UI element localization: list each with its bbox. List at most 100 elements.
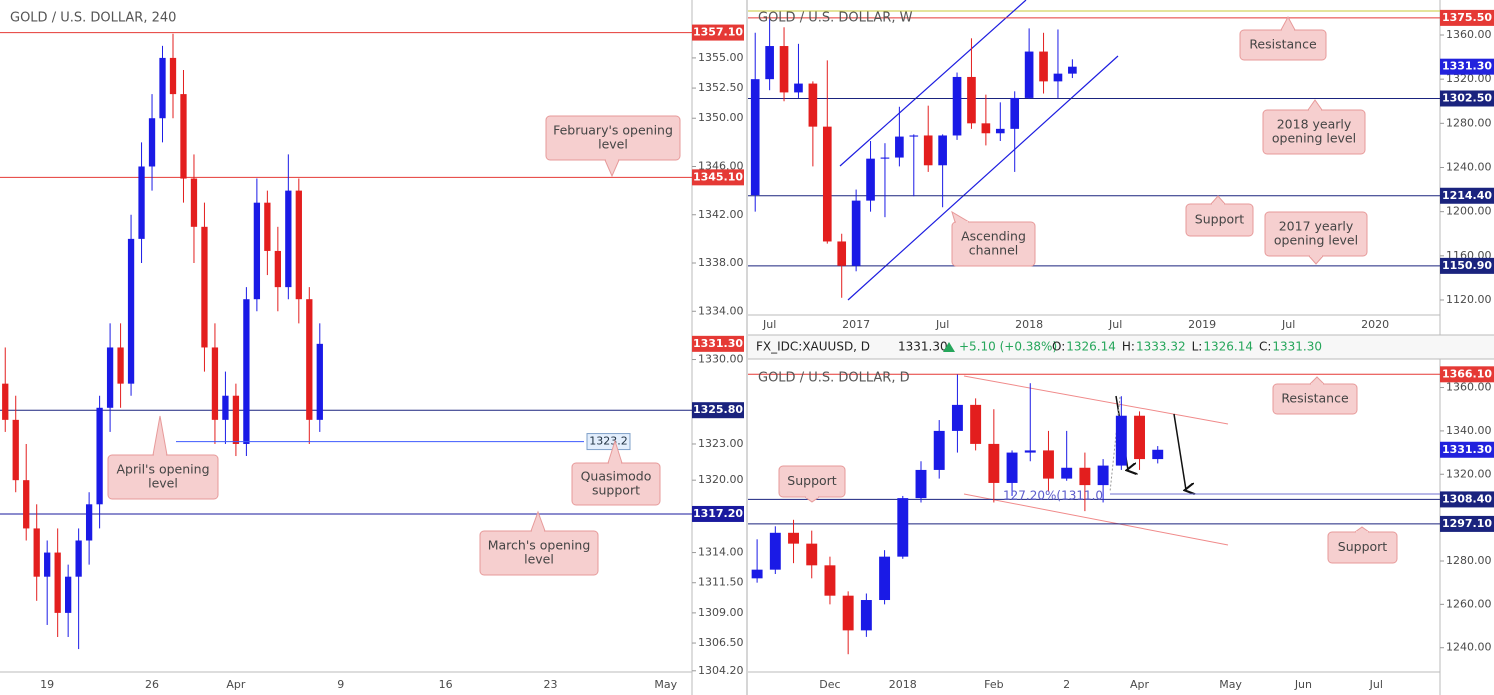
callout-seam [154, 454, 166, 456]
candle-body [806, 543, 818, 566]
y-tick-label: 1280.00 [1446, 116, 1492, 129]
price-label-box [1440, 441, 1494, 458]
candle-body [981, 123, 991, 134]
header-symbol: FX_IDC:XAUUSD, D [756, 340, 870, 354]
y-tick-label: 1340.00 [1446, 424, 1492, 437]
x-tick-label: 2019 [1188, 318, 1216, 331]
candle-body [264, 202, 271, 251]
price-label: 1317.20 [693, 507, 743, 520]
candle-body [880, 157, 890, 159]
price-label-box [1440, 9, 1494, 26]
y-tick-label: 1338.00 [698, 256, 744, 269]
x-tick-label: May [654, 678, 677, 691]
marker-label-box [586, 433, 631, 451]
candle-body [788, 532, 799, 544]
y-tick-label: 1304.20 [698, 664, 744, 677]
candle-body [148, 118, 156, 167]
x-tick-label: Dec [819, 678, 840, 691]
arrow [1173, 413, 1186, 490]
candle-body [938, 135, 947, 166]
x-tick-label: 9 [337, 678, 344, 691]
callout-text: 2017 yearly [1279, 219, 1354, 234]
y-tick-label: 1323.00 [698, 437, 744, 450]
candle-body [967, 76, 976, 124]
y-tick-label: 1350.00 [698, 111, 744, 124]
x-tick-label: Jul [935, 318, 949, 331]
price-label-box [1440, 257, 1494, 274]
candle-body [274, 250, 281, 288]
callout-text: Ascending [961, 229, 1026, 244]
x-tick-label: 23 [543, 678, 557, 691]
channel-line [963, 375, 1229, 425]
y-tick-label: 1355.00 [698, 51, 744, 64]
price-label-box [1440, 366, 1494, 383]
callout-box [951, 221, 1036, 267]
candle-body [769, 532, 781, 570]
callout-text: support [592, 483, 640, 498]
x-tick-label: 16 [439, 678, 453, 691]
candle-body [822, 126, 832, 242]
candle-body [866, 158, 875, 201]
price-label-box [692, 169, 744, 186]
y-tick-label: 1280.00 [1446, 554, 1492, 567]
candle-body [23, 480, 30, 529]
candle-body [306, 299, 313, 420]
candle-body [933, 430, 945, 470]
candle-body [895, 136, 904, 158]
callout-text: Support [1338, 539, 1388, 554]
candle-body [316, 343, 323, 420]
header-ohlc-label: C: [1259, 340, 1271, 354]
candle-body [243, 299, 250, 444]
x-tick-label: 2 [1063, 678, 1070, 691]
header-ohlc-value: 1326.14 [1203, 340, 1253, 354]
candle-body [117, 347, 124, 384]
chart-title: GOLD / U.S. DOLLAR, 240 [10, 11, 176, 26]
callout-seam [532, 530, 544, 532]
callout-text: level [598, 137, 628, 152]
candle-body [897, 498, 909, 557]
y-tick-label: 1120.00 [1446, 293, 1492, 306]
y-tick-label: 1260.00 [1446, 597, 1492, 610]
callout-text: channel [969, 243, 1018, 258]
x-tick-label: 2020 [1361, 318, 1389, 331]
x-tick-label: Jul [762, 318, 776, 331]
candle-body [1152, 449, 1164, 460]
candle-body [860, 600, 872, 631]
callout-text: 2018 yearly [1277, 117, 1352, 132]
candle-body [12, 419, 19, 481]
candle-body [85, 504, 93, 541]
candle-body [842, 595, 854, 631]
candle-body [1053, 73, 1063, 82]
candle-body [794, 83, 803, 93]
y-tick-label: 1240.00 [1446, 160, 1492, 173]
price-label-box [692, 24, 744, 41]
callout-seam [1311, 383, 1323, 385]
up-icon [943, 342, 955, 352]
x-tick-label: 19 [40, 678, 54, 691]
price-label: 1150.90 [1442, 259, 1492, 272]
candle-body [995, 128, 1005, 134]
y-tick-label: 1240.00 [1446, 641, 1492, 654]
price-label: 1331.30 [1442, 60, 1492, 73]
price-label: 1375.50 [1442, 11, 1492, 24]
candle-body [750, 79, 760, 196]
candle-body [1068, 66, 1077, 74]
candle-body [190, 178, 198, 227]
price-label-box [1440, 491, 1494, 508]
y-tick-label: 1320.00 [1446, 467, 1492, 480]
callout-seam [609, 462, 621, 464]
candle-body [138, 166, 145, 239]
x-tick-label: Apr [226, 678, 246, 691]
callout-text: opening level [1274, 233, 1358, 248]
header-ohlc-label: O: [1052, 340, 1065, 354]
price-label-box [1440, 58, 1494, 75]
callout-text: opening level [1272, 131, 1356, 146]
candle-body [295, 190, 302, 300]
price-label: 1357.10 [693, 26, 743, 39]
candle-body [765, 46, 774, 80]
callout-text: February's opening [553, 123, 673, 138]
x-tick-label: Jul [1108, 318, 1122, 331]
header-ohlc-label: H: [1122, 340, 1135, 354]
candle-body [1115, 415, 1127, 466]
